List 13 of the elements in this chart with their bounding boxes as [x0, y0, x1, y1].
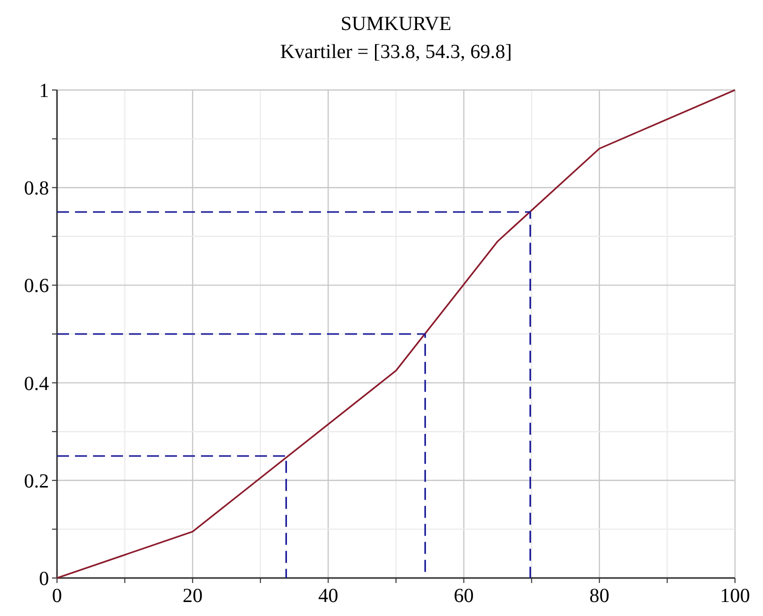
chart-title: SUMKURVE: [340, 13, 452, 35]
y-tick-label: 1: [39, 80, 49, 102]
x-tick-label: 100: [720, 585, 750, 607]
y-tick-label: 0.6: [24, 275, 49, 298]
y-tick-label: 0.2: [24, 470, 49, 492]
x-tick-label: 80: [589, 585, 610, 607]
x-tick-label: 60: [454, 585, 474, 607]
x-tick-label: 20: [182, 585, 203, 607]
chart-subtitle: Kvartiler = [33.8, 54.3, 69.8]: [280, 41, 512, 63]
y-tick-label: 0: [39, 568, 49, 590]
y-tick-label: 0.4: [24, 372, 49, 395]
y-tick-label: 0.8: [24, 178, 49, 200]
x-tick-label: 40: [318, 585, 338, 607]
